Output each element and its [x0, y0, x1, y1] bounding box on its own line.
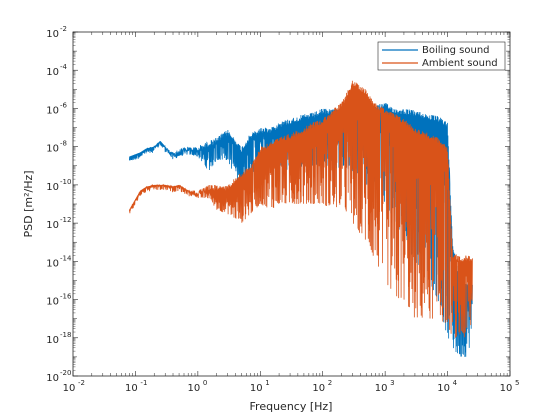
y-tick-label: 10 — [46, 373, 59, 384]
y-tick-exponent: -20 — [60, 369, 71, 377]
legend-label-boiling: Boiling sound — [422, 45, 490, 56]
x-tick-label: 10 — [125, 383, 138, 394]
y-tick-exponent: -10 — [60, 178, 71, 186]
y-tick-label: 10 — [46, 29, 59, 40]
x-tick-exponent: -2 — [78, 379, 85, 387]
y-tick-label: 10 — [46, 105, 59, 116]
y-tick-label: 10 — [46, 144, 59, 155]
y-axis: 10-2010-1810-1610-1410-1210-1010-810-610… — [46, 25, 510, 384]
y-tick-label: 10 — [46, 335, 59, 346]
y-tick-exponent: -4 — [60, 63, 68, 71]
legend-box — [377, 41, 506, 71]
x-tick-label: 10 — [500, 383, 513, 394]
y-tick-label: 10 — [46, 258, 59, 269]
x-axis: 10 -2 10 -1 10 0 10 1 10 2 10 3 10 4 10 5 — [63, 32, 519, 394]
y-tick-exponent: -8 — [60, 140, 67, 148]
legend: Boiling sound Ambient sound — [377, 41, 506, 71]
x-tick-label: 10 — [187, 383, 200, 394]
legend-label-ambient: Ambient sound — [422, 58, 498, 69]
y-tick-exponent: -6 — [60, 101, 68, 109]
y-tick-label: 10 — [46, 67, 59, 78]
x-tick-exponent: 1 — [265, 379, 269, 387]
x-tick-exponent: -1 — [140, 379, 147, 387]
y-tick-label: 10 — [46, 182, 59, 193]
y-tick-label: 10 — [46, 220, 59, 231]
y-tick-exponent: -2 — [60, 25, 67, 33]
x-tick-exponent: 5 — [515, 379, 519, 387]
y-tick-label: 10 — [46, 297, 59, 308]
x-tick-exponent: 4 — [453, 379, 458, 387]
y-tick-exponent: -12 — [60, 216, 71, 224]
series-line — [128, 80, 473, 338]
x-tick-label: 10 — [375, 383, 388, 394]
y-tick-exponent: -14 — [60, 254, 72, 262]
y-axis-label: PSD [m²/Hz] — [22, 170, 35, 237]
x-tick-label: 10 — [437, 383, 450, 394]
x-tick-label: 10 — [250, 383, 263, 394]
x-tick-label: 10 — [312, 383, 325, 394]
series-ambient-sound — [128, 80, 473, 338]
x-tick-exponent: 2 — [328, 379, 332, 387]
x-axis-label: Frequency [Hz] — [250, 400, 333, 413]
x-tick-exponent: 3 — [390, 379, 394, 387]
y-tick-exponent: -18 — [60, 331, 71, 339]
y-tick-exponent: -16 — [60, 293, 72, 301]
x-tick-exponent: 0 — [203, 379, 207, 387]
x-tick-label: 10 — [63, 383, 76, 394]
